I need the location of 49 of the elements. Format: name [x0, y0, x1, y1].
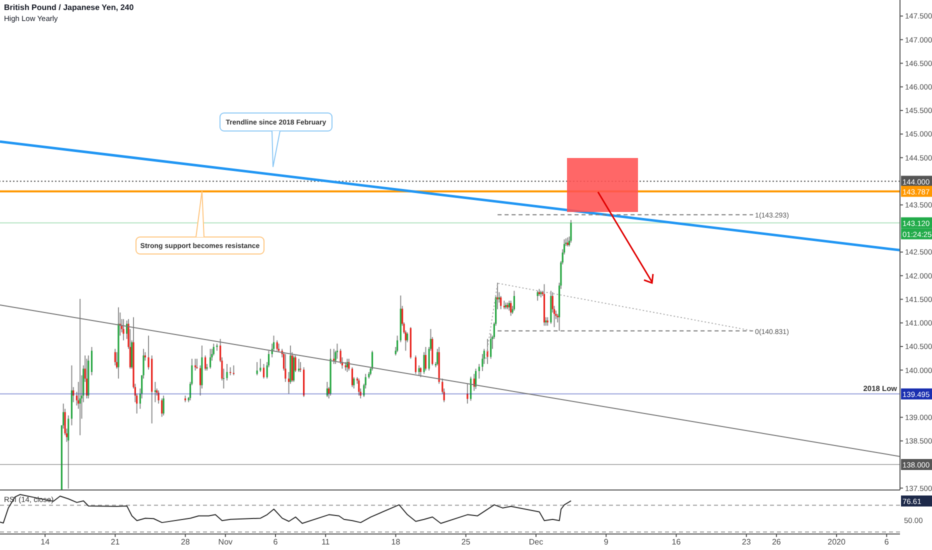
x-tick-label: 2020 [828, 538, 846, 547]
x-tick-label: 6 [884, 538, 890, 547]
candlestick [351, 366, 354, 388]
candlestick [466, 383, 468, 404]
x-tick-label: 21 [110, 538, 120, 547]
x-tick-label: 11 [321, 538, 330, 547]
candlestick [114, 348, 116, 366]
candlestick [256, 362, 258, 376]
candlestick [122, 318, 124, 341]
candlestick [226, 363, 228, 381]
candlestick [162, 395, 164, 416]
candlestick [300, 362, 302, 372]
candlestick [358, 378, 360, 396]
candlestick [284, 354, 286, 382]
candlestick [232, 364, 234, 376]
candlestick [68, 414, 70, 490]
candlestick [340, 348, 342, 364]
x-tick-label: Dec [528, 538, 544, 547]
candlestick [90, 346, 93, 376]
candlestick [86, 358, 88, 399]
candlestick [161, 398, 163, 418]
candlestick [158, 390, 160, 404]
candlestick [510, 300, 512, 316]
candlestick [536, 290, 538, 302]
x-tick-label: 16 [672, 538, 682, 547]
candlestick [79, 298, 81, 436]
candlestick [262, 363, 265, 380]
candlestick [260, 358, 262, 372]
candlestick [396, 335, 398, 353]
x-tick-label: 18 [391, 538, 401, 547]
candlestick [570, 219, 572, 244]
x-tick-label: 28 [180, 538, 190, 547]
candlestick [418, 364, 420, 376]
chart-title: British Pound / Japanese Yen, 240 [4, 3, 134, 12]
candlestick [424, 346, 427, 372]
candlestick [486, 338, 488, 364]
x-tick-label: 26 [772, 538, 782, 547]
candlestick [276, 340, 278, 352]
candlestick [470, 376, 472, 402]
x-tick-label: 6 [273, 538, 278, 547]
x-tick-label: Nov [218, 538, 233, 547]
x-tick-label: 23 [742, 538, 752, 547]
x-tick-label: 25 [461, 538, 471, 547]
candlestick [414, 354, 416, 374]
candlestick [292, 354, 295, 382]
x-tick-label: 9 [604, 538, 609, 547]
candlestick [500, 295, 502, 310]
candlestick [194, 358, 196, 372]
x-tick-label: 14 [40, 538, 50, 547]
